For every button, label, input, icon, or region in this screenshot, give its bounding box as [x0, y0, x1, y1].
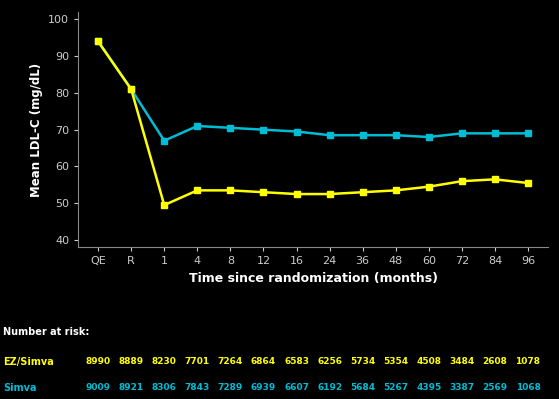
Text: 5684: 5684 — [350, 383, 375, 392]
Text: 8990: 8990 — [86, 357, 111, 366]
Text: Simva: Simva — [3, 383, 36, 393]
Text: 7701: 7701 — [184, 357, 210, 366]
Text: EZ/Simva: EZ/Simva — [3, 357, 54, 367]
Y-axis label: Mean LDL-C (mg/dL): Mean LDL-C (mg/dL) — [30, 63, 42, 197]
Text: 1078: 1078 — [515, 357, 541, 366]
Text: Number at risk:: Number at risk: — [3, 327, 89, 337]
Text: 5354: 5354 — [383, 357, 408, 366]
Text: 8921: 8921 — [119, 383, 144, 392]
Text: 4395: 4395 — [416, 383, 442, 392]
Text: 6939: 6939 — [251, 383, 276, 392]
Text: 8889: 8889 — [119, 357, 144, 366]
Text: 1068: 1068 — [515, 383, 541, 392]
Text: 7843: 7843 — [184, 383, 210, 392]
Text: 5267: 5267 — [383, 383, 408, 392]
Text: 6192: 6192 — [317, 383, 342, 392]
X-axis label: Time since randomization (months): Time since randomization (months) — [188, 272, 438, 285]
Text: 2569: 2569 — [482, 383, 508, 392]
Text: 6607: 6607 — [284, 383, 309, 392]
Text: 8230: 8230 — [152, 357, 177, 366]
Text: 7289: 7289 — [218, 383, 243, 392]
Text: 6256: 6256 — [317, 357, 342, 366]
Text: 5734: 5734 — [350, 357, 375, 366]
Text: 6583: 6583 — [284, 357, 309, 366]
Text: 2608: 2608 — [482, 357, 508, 366]
Text: 4508: 4508 — [416, 357, 441, 366]
Text: 8306: 8306 — [152, 383, 177, 392]
Text: 9009: 9009 — [86, 383, 111, 392]
Text: 3484: 3484 — [449, 357, 475, 366]
Text: 3387: 3387 — [449, 383, 475, 392]
Text: 7264: 7264 — [218, 357, 243, 366]
Text: 6864: 6864 — [251, 357, 276, 366]
